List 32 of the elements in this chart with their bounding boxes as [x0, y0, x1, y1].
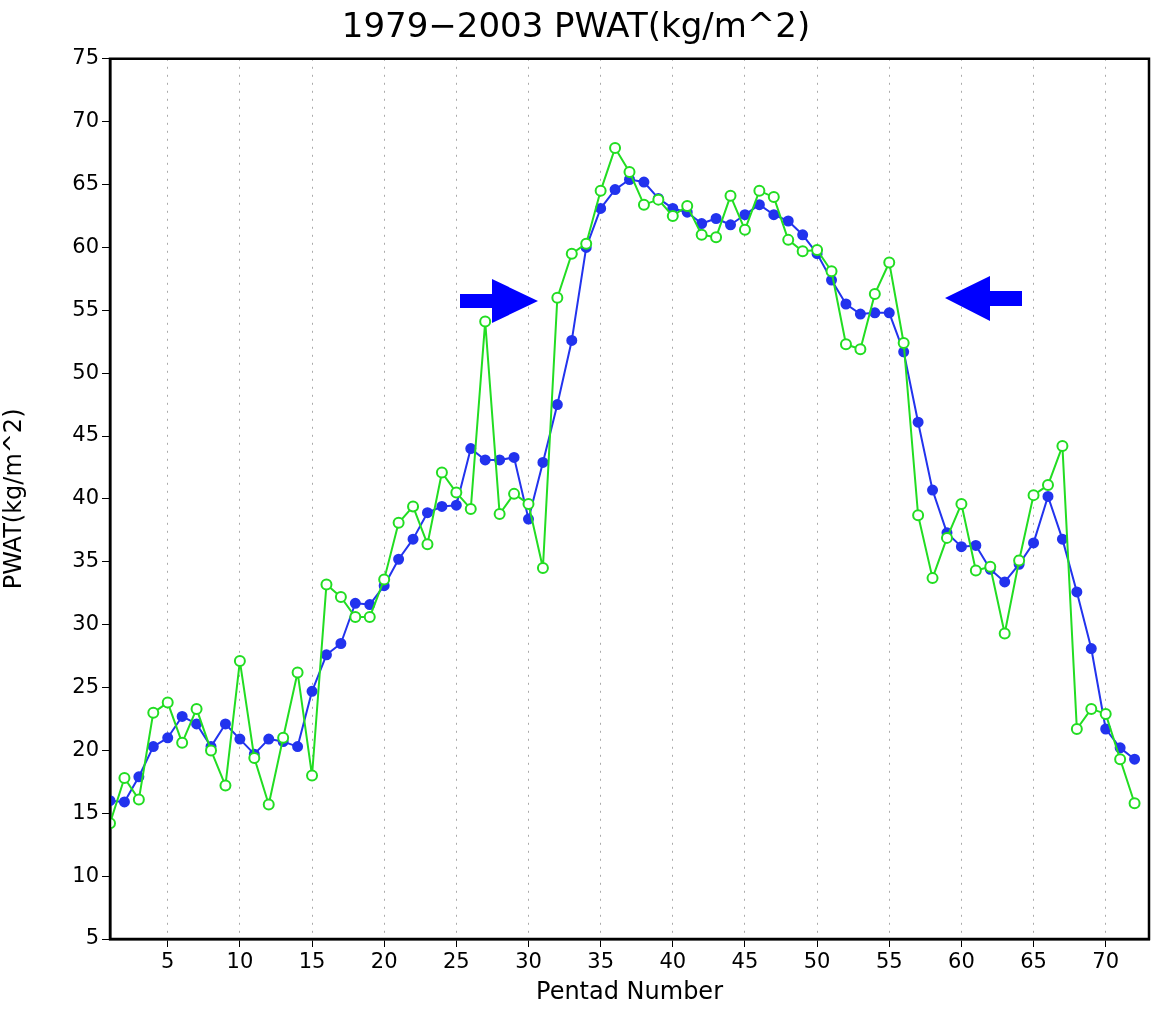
x-tick-label: 35	[587, 949, 615, 974]
y-tick-label: 75	[72, 45, 99, 70]
y-tick-label: 45	[72, 422, 99, 447]
y-axis-title: PWAT(kg/m^2)	[0, 408, 27, 590]
x-tick-label: 60	[948, 949, 975, 974]
x-tick-label: 15	[298, 949, 326, 974]
x-tick-label: 25	[442, 949, 470, 974]
x-tick-label: 55	[875, 949, 903, 974]
y-tick-label: 40	[72, 485, 99, 510]
x-tick-label: 70	[1092, 949, 1120, 974]
x-tick-label: 65	[1020, 949, 1047, 974]
y-tick-label: 25	[72, 673, 99, 698]
y-tick-label: 30	[72, 611, 99, 636]
x-tick-label: 20	[370, 949, 398, 974]
y-tick-label: 35	[72, 548, 99, 573]
y-tick-label: 5	[85, 925, 99, 950]
y-tick-label: 60	[72, 233, 99, 258]
x-tick-label: 10	[226, 949, 254, 974]
y-tick-label: 50	[72, 359, 99, 384]
y-tick-label: 10	[72, 862, 99, 887]
x-tick-label: 5	[161, 949, 175, 974]
y-tick-label: 65	[72, 171, 99, 195]
x-tick-label: 45	[731, 949, 759, 974]
y-tick-label: 70	[72, 108, 99, 133]
chart-title: 1979−2003 PWAT(kg/m^2)	[341, 5, 811, 46]
y-tick-label: 15	[72, 799, 99, 824]
x-tick-label: 50	[803, 949, 831, 974]
x-axis-title: Pentad Number	[536, 976, 724, 1005]
y-tick-label: 55	[72, 296, 99, 321]
x-tick-label: 30	[515, 949, 542, 974]
x-tick-label: 40	[659, 949, 687, 974]
y-tick-label: 20	[72, 736, 99, 761]
